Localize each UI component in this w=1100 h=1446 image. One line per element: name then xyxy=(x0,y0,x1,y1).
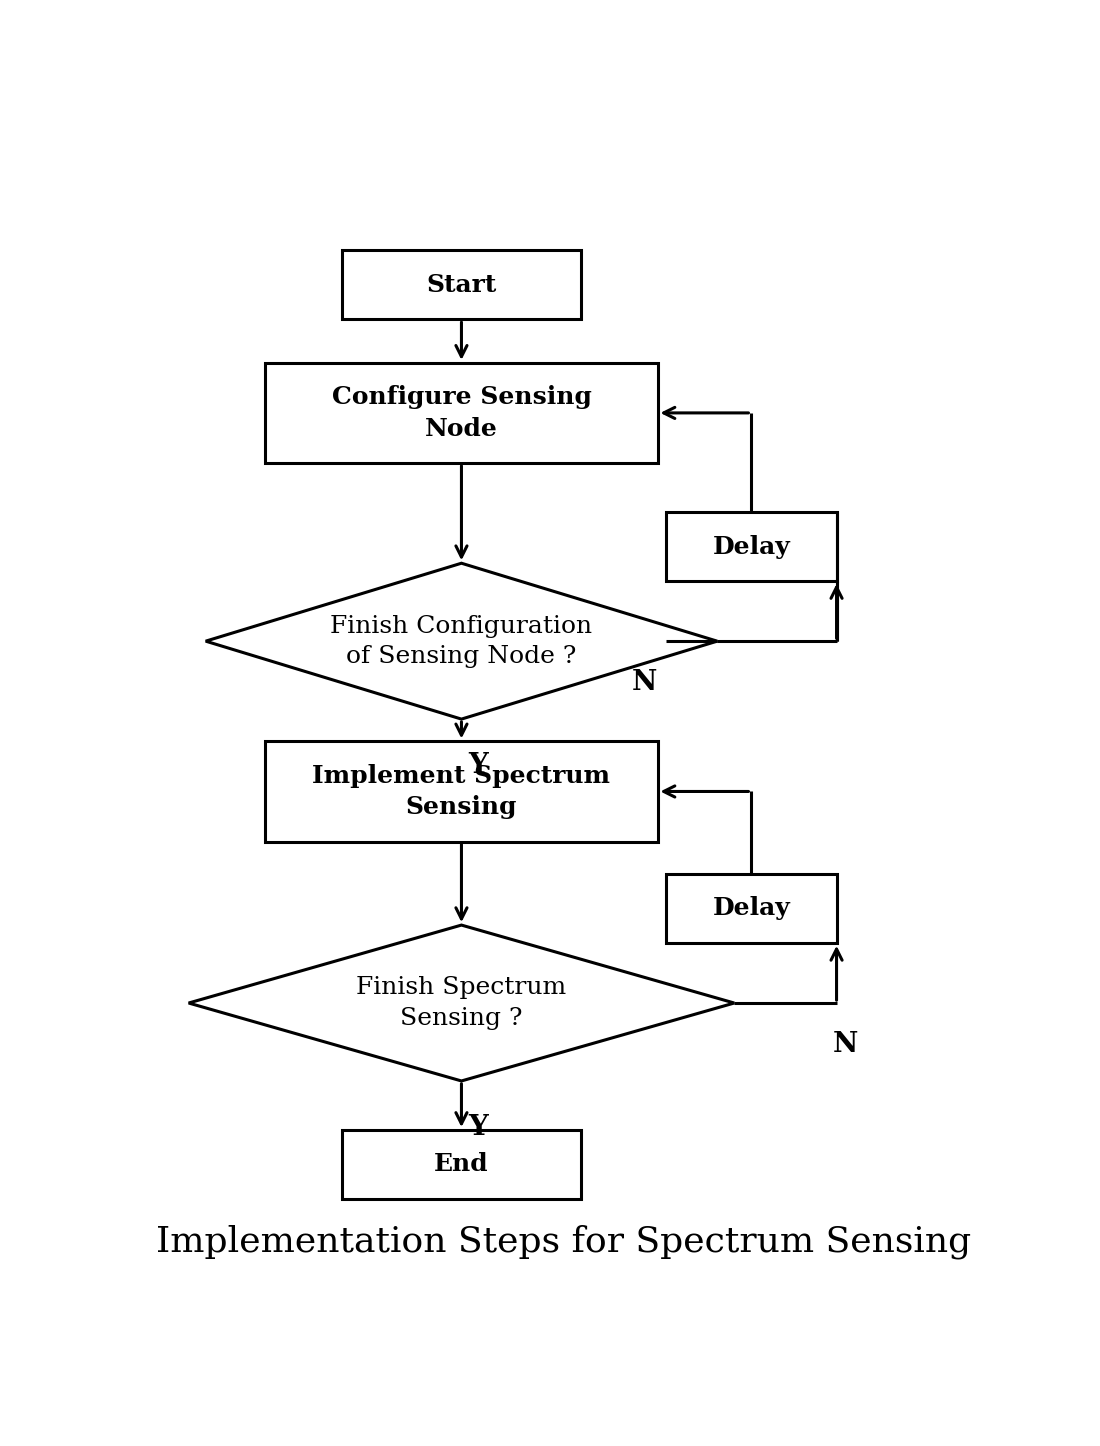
Text: Start: Start xyxy=(427,273,496,296)
Text: Finish Configuration
of Sensing Node ?: Finish Configuration of Sensing Node ? xyxy=(330,615,593,668)
Text: Delay: Delay xyxy=(713,535,790,558)
Text: Configure Sensing
Node: Configure Sensing Node xyxy=(331,385,592,441)
Polygon shape xyxy=(206,564,717,719)
FancyBboxPatch shape xyxy=(265,742,658,842)
FancyBboxPatch shape xyxy=(666,512,837,581)
Text: Implement Spectrum
Sensing: Implement Spectrum Sensing xyxy=(312,763,610,820)
FancyBboxPatch shape xyxy=(666,873,837,943)
Polygon shape xyxy=(189,925,735,1082)
Text: Delay: Delay xyxy=(713,897,790,920)
FancyBboxPatch shape xyxy=(265,363,658,463)
Text: N: N xyxy=(833,1031,858,1058)
Text: N: N xyxy=(632,669,658,696)
Text: Y: Y xyxy=(469,752,488,779)
Text: End: End xyxy=(434,1152,488,1177)
Text: Y: Y xyxy=(469,1115,488,1141)
Text: Implementation Steps for Spectrum Sensing: Implementation Steps for Spectrum Sensin… xyxy=(156,1225,971,1259)
FancyBboxPatch shape xyxy=(342,1129,581,1199)
FancyBboxPatch shape xyxy=(342,250,581,320)
Text: Finish Spectrum
Sensing ?: Finish Spectrum Sensing ? xyxy=(356,976,566,1030)
